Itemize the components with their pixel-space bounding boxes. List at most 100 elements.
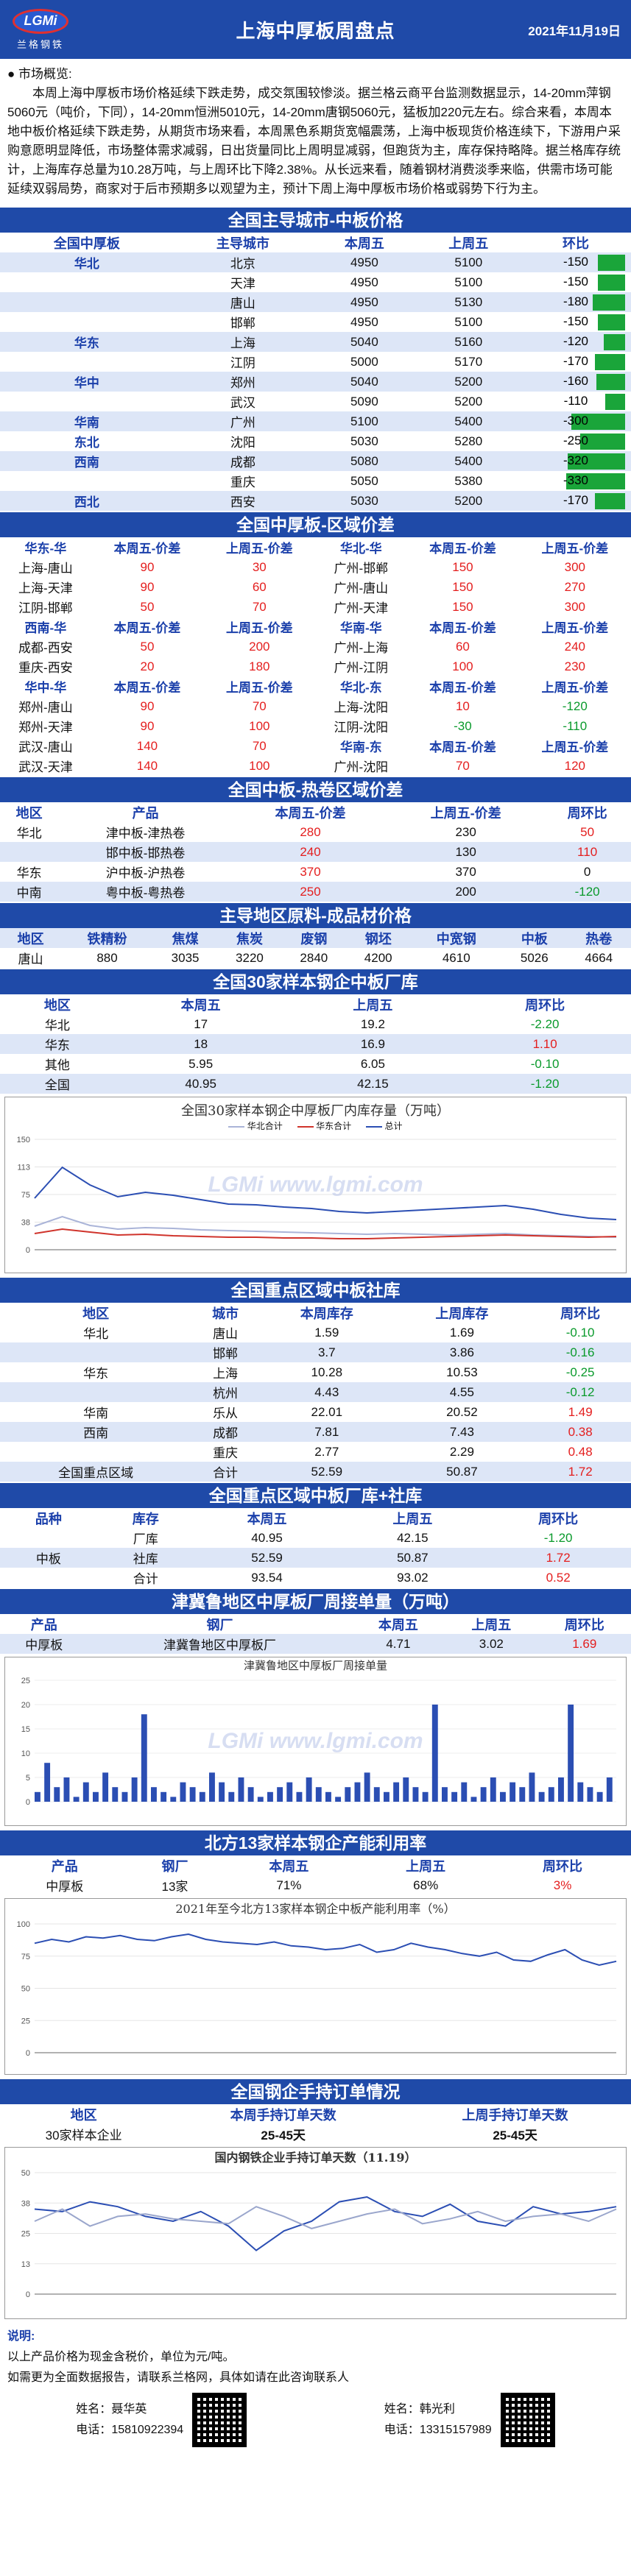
change-value: -150 — [563, 274, 589, 289]
price-current: 4950 — [350, 275, 378, 289]
section-order-days-title: 全国钢企手持订单情况 — [0, 2078, 631, 2104]
bar — [490, 1777, 496, 1802]
qr-code-icon[interactable] — [192, 2393, 247, 2447]
qr-code-icon[interactable] — [500, 2393, 555, 2447]
pair-name: 广州-邯郸 — [334, 562, 389, 576]
col-header: 本周五-价差 — [429, 621, 496, 635]
spread-value: 50 — [140, 599, 155, 614]
bar — [131, 1777, 138, 1802]
bar — [596, 1791, 603, 1802]
table-row: 华北 北京 4950 5100 -150 — [0, 252, 631, 272]
change-bar: -170 — [526, 492, 625, 509]
table-row: 武汉-唐山 140 70 华南-东 本周五-价差 上周五-价差 — [0, 736, 631, 756]
price-previous: 5380 — [454, 473, 483, 488]
week-change: -0.16 — [565, 1345, 595, 1359]
spread-current: 250 — [300, 884, 321, 899]
spread-value: 300 — [564, 559, 585, 574]
bar — [82, 1782, 89, 1802]
change-cell: -120 — [521, 332, 631, 352]
bar — [519, 1787, 526, 1802]
pair-name: 上海-沈阳 — [334, 701, 389, 715]
table-row: 唐山 4950 5130 -180 — [0, 292, 631, 312]
week-change: 0.38 — [568, 1424, 593, 1439]
table-row: 全国重点区域 合计 52.59 50.87 1.72 — [0, 1462, 631, 1482]
table-header-row: 地区 产品 本周五-价差 上周五-价差 周环比 — [0, 802, 631, 822]
spread-value: 30 — [252, 559, 267, 574]
bar — [345, 1787, 351, 1802]
region-spread-table: 华东-华 本周五-价差 上周五-价差 华北-华 本周五-价差 上周五-价差 上海-唐山 90 3… — [0, 537, 631, 776]
col-header: 地区 — [0, 928, 62, 948]
cell: 1.69 — [572, 1636, 597, 1651]
mill-stock-chart: 全国30家样本钢企中厚板厂内库存量（万吨） 华北合计 华东合计 总计 LGMi … — [4, 1097, 627, 1273]
bar — [529, 1772, 535, 1802]
price-previous: 5100 — [454, 275, 483, 289]
chart-title: 2021年至今北方13家样本钢企中板产能利用率（%） — [175, 1902, 456, 1916]
price-previous: 5100 — [454, 314, 483, 329]
change-bar-fill — [598, 254, 625, 271]
bar — [257, 1797, 264, 1802]
section-region-spread-title: 全国中厚板-区域价差 — [0, 511, 631, 537]
change-value: -180 — [563, 294, 589, 308]
price-previous: 5130 — [454, 294, 483, 309]
series-line — [34, 1228, 617, 1239]
price-previous: 5400 — [454, 453, 483, 468]
col-header: 上周五-价差 — [541, 621, 609, 635]
bar — [606, 1777, 613, 1802]
city-name: 郑州 — [230, 376, 255, 390]
region-label — [0, 292, 174, 312]
cell: 50.87 — [446, 1464, 478, 1479]
cell: 华东 — [44, 1038, 70, 1052]
col-header: 中板 — [502, 928, 567, 948]
change-cell: -150 — [521, 312, 631, 332]
col-header: 库存 — [132, 1511, 159, 1526]
change-bar-fill — [580, 433, 625, 450]
change-value: -330 — [563, 473, 589, 487]
product-name: 粤中板-粤热卷 — [105, 886, 186, 900]
table-row: 西南 成都 5080 5400 -320 — [0, 451, 631, 471]
week-change: -2.20 — [530, 1016, 560, 1031]
table-row: 华北 17 19.2 -2.20 — [0, 1014, 631, 1034]
bar — [151, 1787, 157, 1802]
orders-chart: 津冀鲁地区中厚板厂周接单量 LGMi www.lgmi.com 0 5 10 15 20… — [4, 1657, 627, 1826]
cell: 1.69 — [449, 1325, 474, 1340]
table-row: 其他 5.95 6.05 -0.10 — [0, 1054, 631, 1074]
col-header: 上周五 — [448, 236, 489, 251]
cell: 合计 — [133, 1572, 158, 1586]
col-header: 地区 — [82, 1306, 110, 1321]
cell: 52.59 — [251, 1550, 283, 1565]
col-header: 产品 — [51, 1858, 78, 1874]
spread-value: 90 — [140, 718, 155, 733]
change-cell: -320 — [521, 451, 631, 471]
col-header: 本周五-价差 — [113, 621, 181, 635]
spread-value: 150 — [452, 559, 473, 574]
col-header: 西南-华 — [24, 621, 67, 635]
bar — [422, 1791, 429, 1802]
chart-title: 津冀鲁地区中厚板厂周接单量 — [243, 1659, 387, 1672]
col-header: 上周手持订单天数 — [462, 2107, 568, 2123]
price-previous: 5200 — [454, 493, 483, 508]
spread-previous: 70 — [252, 738, 267, 753]
spread-value: -120 — [562, 698, 588, 713]
bar — [228, 1791, 235, 1802]
spread-value: 100 — [249, 758, 270, 773]
col-header: 周环比 — [567, 805, 607, 821]
week-change: 50 — [580, 824, 595, 839]
bar — [112, 1787, 119, 1802]
price-current: 4950 — [350, 294, 378, 309]
week-change: 1.72 — [546, 1550, 571, 1565]
table-row: 重庆 5050 5380 -330 — [0, 471, 631, 491]
cell: 7.81 — [314, 1424, 339, 1439]
col-header: 上周五 — [471, 1617, 512, 1632]
table-row: 江阴-邯郸 50 70 广州-天津 150 300 — [0, 597, 631, 617]
week-change: 110 — [577, 844, 598, 859]
cell: 社库 — [133, 1552, 158, 1566]
col-header: 品种 — [35, 1511, 62, 1526]
change-bar: -150 — [526, 274, 625, 291]
bar — [510, 1782, 516, 1802]
change-value: -110 — [563, 393, 588, 408]
change-bar: -330 — [526, 473, 625, 489]
col-header: 华南-华 — [340, 621, 382, 635]
spread-value: 150 — [452, 579, 473, 594]
y-tick-label: 38 — [21, 2199, 30, 2208]
change-cell: -170 — [521, 491, 631, 511]
